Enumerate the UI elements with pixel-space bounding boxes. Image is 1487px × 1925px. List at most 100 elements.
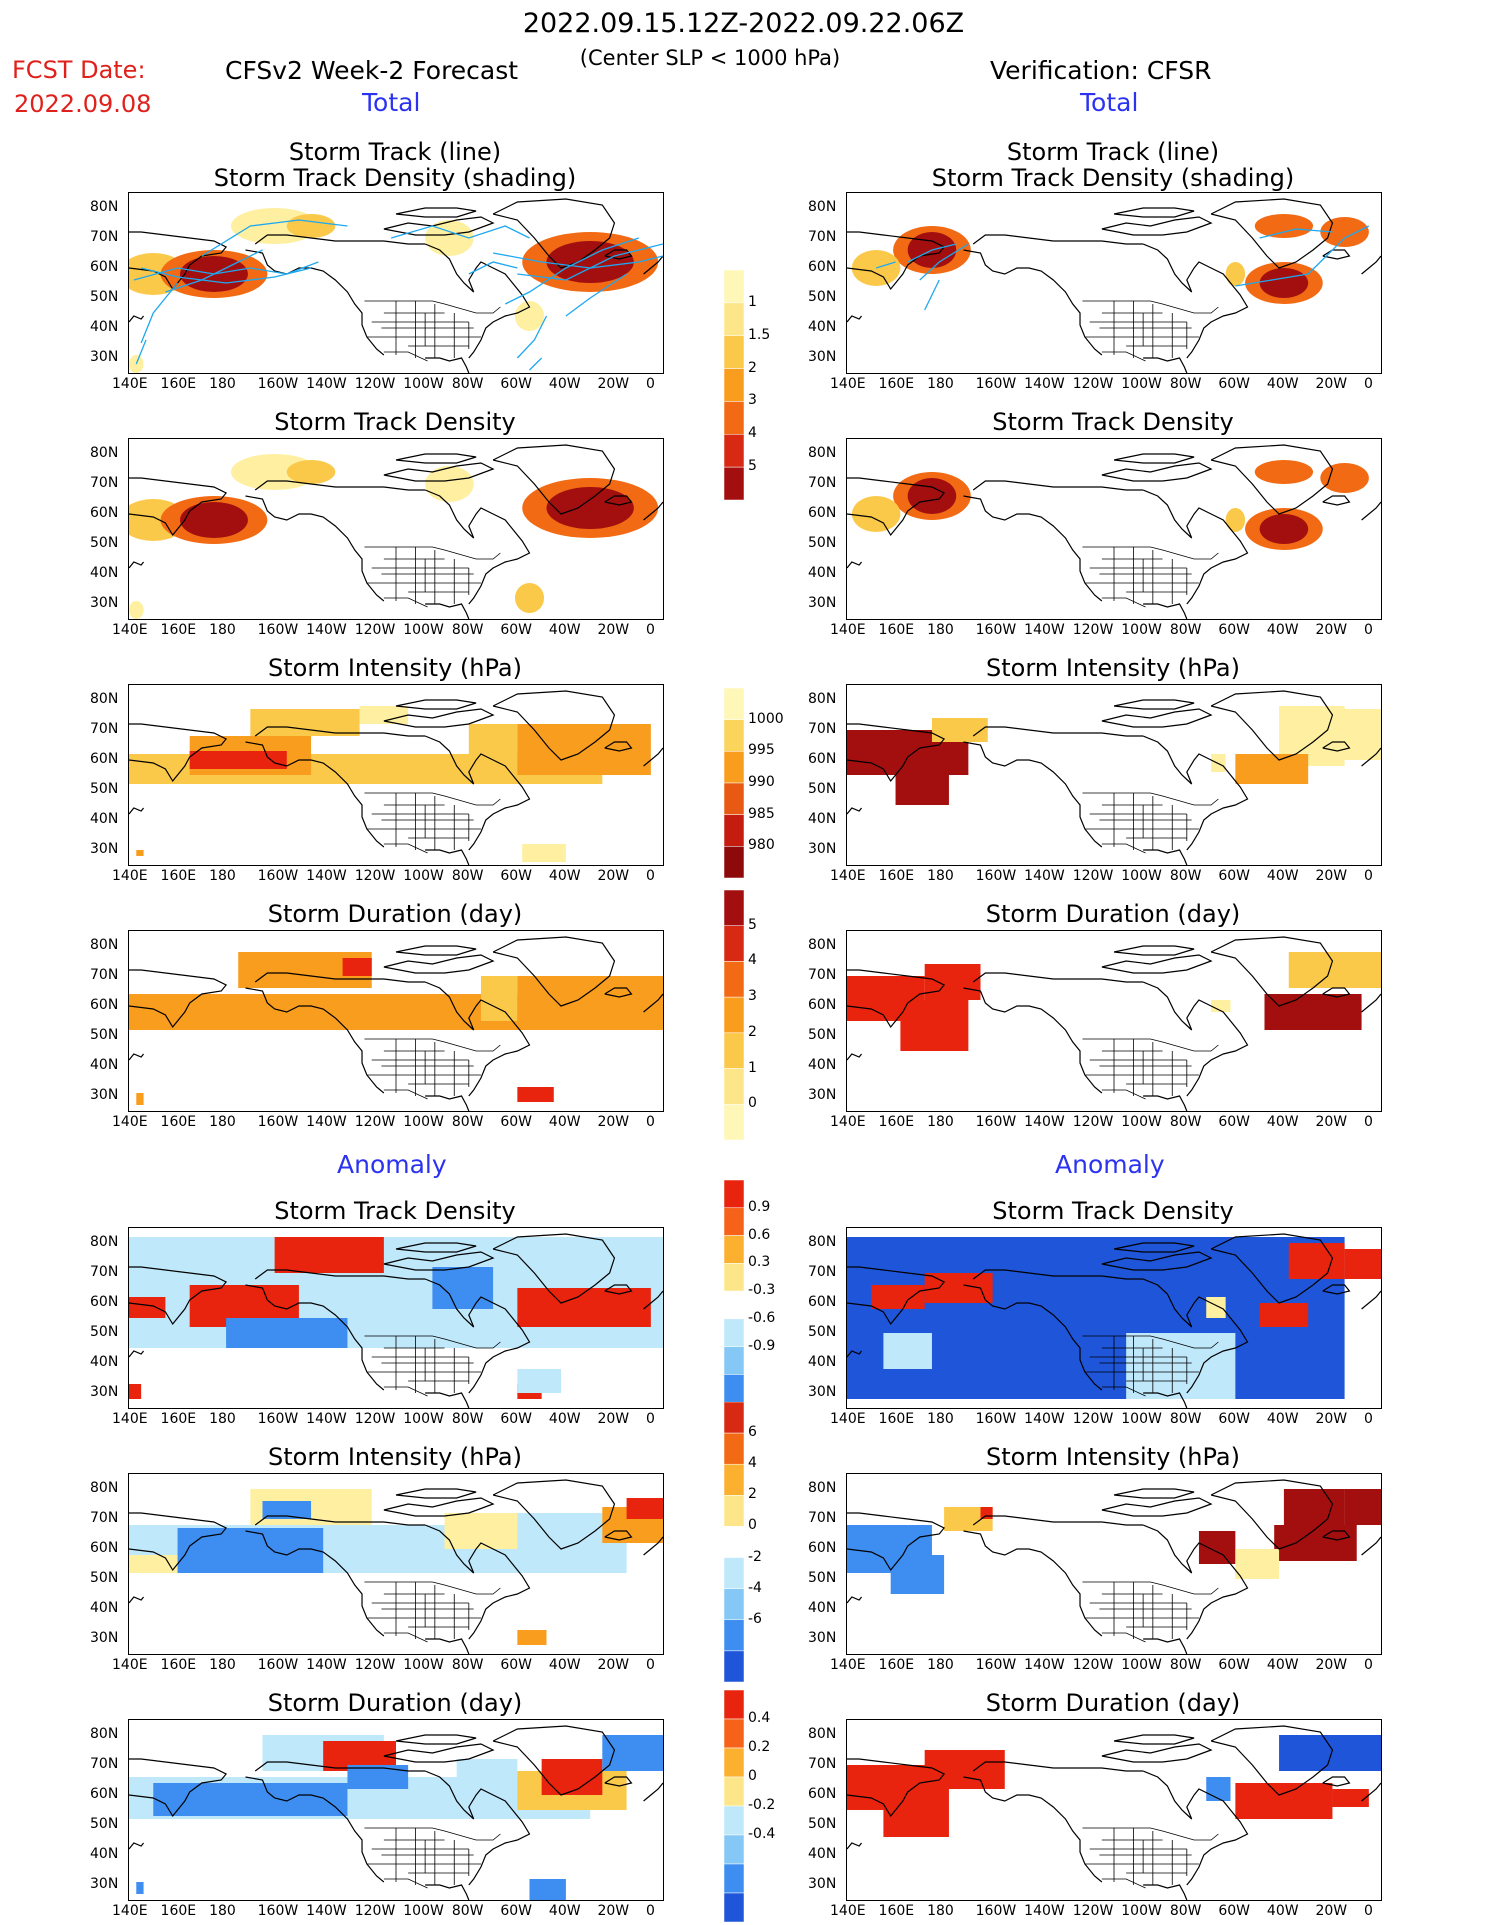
colorbar-swatch [723,1718,745,1749]
lon-tick-label: 140E [112,1903,148,1919]
lon-tick-label: 120W [354,1114,396,1130]
state-border [364,546,501,560]
lat-tick-label: 30N [90,841,119,857]
lon-tick-label: 60W [500,376,533,392]
lon-tick-label: 20W [1315,1411,1348,1427]
coastline [129,1758,228,1818]
lon-tick-label: 140W [1024,622,1065,638]
state-border [364,1827,501,1841]
colorbar-swatch [723,1032,745,1069]
coastline [1361,1290,1381,1310]
coastline [1361,747,1381,767]
storm-track-line [516,315,548,359]
coastline [245,987,385,1094]
lon-tick-label: 160W [975,1903,1017,1919]
lat-tick-label: 60N [808,1294,837,1310]
lon-tick-label: 40W [548,1114,581,1130]
coastline [1143,1095,1188,1111]
state-border [383,1089,428,1100]
coastline [1210,1725,1334,1796]
grid-cell [136,1882,144,1894]
coastline [1143,1392,1188,1408]
lon-tick-label: 140W [1024,1411,1065,1427]
coastline [129,723,228,783]
map-adensity-cfsv2 [128,1227,664,1409]
lon-tick-label: 20W [1315,868,1348,884]
coastline [492,444,616,515]
coastline [245,1284,385,1391]
lon-tick-label: 100W [1121,622,1162,638]
grid-cell [153,1783,348,1816]
density-shade [1320,463,1369,493]
lon-tick-label: 120W [1072,868,1114,884]
density-shade [425,466,474,502]
colorbar-label: 0 [748,1517,757,1534]
lat-tick-label: 30N [90,1630,119,1646]
coastline [254,234,426,245]
storm-track-line [1259,228,1333,239]
lat-tick-label: 30N [90,349,119,365]
lon-tick-label: 180 [927,622,954,638]
coastline [1113,1734,1195,1745]
coastline [129,1053,145,1061]
colorbar-swatch [723,719,745,752]
state-border [383,843,428,854]
colorbar-swatch [723,1068,745,1105]
lon-tick-label: 20W [1315,1903,1348,1919]
lat-tick-label: 40N [808,1600,837,1616]
lon-tick-label: 160E [878,1411,915,1427]
grid-cell [541,1759,603,1795]
lat-tick-label: 80N [90,937,119,953]
coastline [1143,849,1188,865]
lat-tick-label: 80N [808,937,837,953]
grid-cell [129,1384,142,1399]
coastline [1101,216,1213,236]
colorbar-swatch [723,1834,745,1865]
lat-tick-label: 80N [90,1726,119,1742]
lon-tick-label: 140W [1024,1657,1065,1673]
storm-track-line [140,282,179,344]
lon-tick-label: 60W [500,1411,533,1427]
coastline [643,747,663,767]
coastline [129,1596,145,1604]
coastline [424,489,531,605]
coastline [1142,1278,1249,1394]
lat-tick-label: 70N [808,721,837,737]
lon-tick-label: 100W [1121,376,1162,392]
lat-tick-label: 50N [90,289,119,305]
colorbar-label: 0 [748,1768,757,1784]
lon-tick-label: 40W [1266,1657,1299,1673]
colorbar-label: 3 [748,988,757,1005]
colorbar-label: 2 [748,1486,757,1503]
coastline [425,357,470,373]
storm-track-line [875,261,896,269]
lon-tick-label: 40W [548,1411,581,1427]
lat-tick-label: 80N [808,445,837,461]
lon-tick-label: 140E [830,1114,866,1130]
coastline [383,708,495,728]
coastline [1361,1536,1381,1556]
lon-tick-label: 20W [597,376,630,392]
coastline [643,501,663,521]
colorbar-label: -0.9 [748,1337,776,1354]
lat-tick-label: 40N [90,565,119,581]
lat-tick-label: 70N [808,1510,837,1526]
lat-tick-label: 70N [808,1264,837,1280]
lon-tick-label: 140E [112,1411,148,1427]
coastline [643,1536,663,1556]
panel-title-duration: Storm Duration (day) [267,900,523,928]
coastline [847,1758,946,1818]
lon-tick-label: 0 [1364,622,1373,638]
coastline [1142,981,1249,1097]
lon-tick-label: 60W [500,622,533,638]
map-aintensity-cfsv2 [128,1473,664,1655]
coastline [1322,495,1351,506]
lat-tick-label: 80N [808,1234,837,1250]
colorbar-swatch [723,1346,745,1375]
colorbar-swatch [723,1526,745,1558]
panel-title-track-shading: Storm Track Density (shading) [213,164,577,192]
lon-tick-label: 40W [1266,1411,1299,1427]
colorbar-duration-anom [723,1690,745,1922]
colorbar-swatch [723,1235,745,1264]
lon-tick-label: 120W [1072,376,1114,392]
